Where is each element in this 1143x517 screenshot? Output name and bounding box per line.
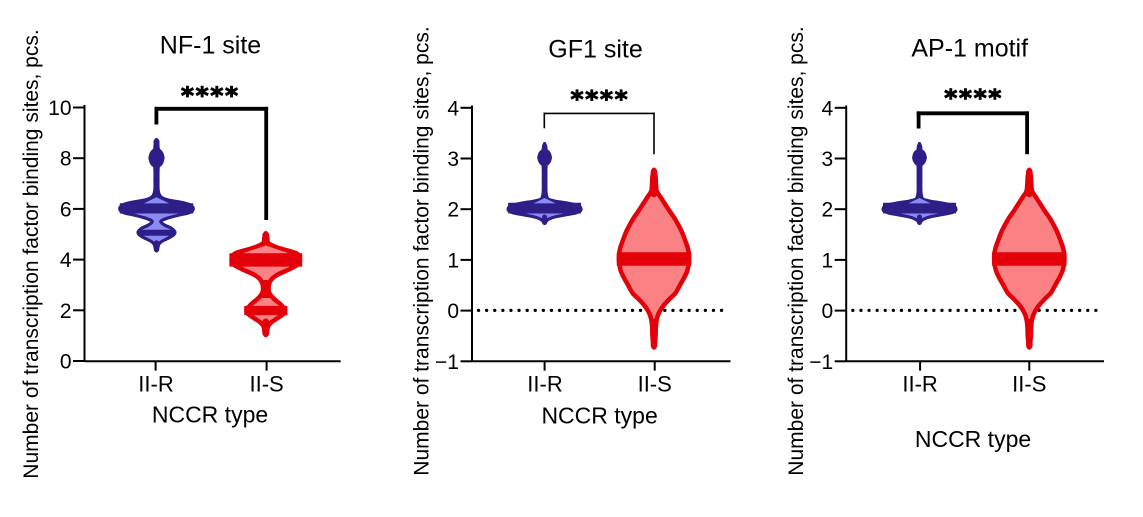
svg-text:II-R: II-R [902, 372, 937, 397]
svg-text:2: 2 [822, 199, 834, 222]
svg-text:II-R: II-R [138, 372, 173, 397]
svg-text:II-S: II-S [1012, 372, 1046, 397]
svg-text:6: 6 [60, 198, 72, 221]
svg-text:−1: −1 [809, 351, 833, 374]
svg-text:3: 3 [447, 148, 459, 171]
svg-text:10: 10 [48, 97, 71, 120]
svg-text:0: 0 [822, 300, 834, 323]
svg-text:4: 4 [60, 249, 72, 272]
svg-text:GF1 site: GF1 site [548, 35, 642, 63]
svg-text:Number of transcription factor: Number of transcription factor binding s… [411, 26, 434, 475]
svg-text:NCCR type: NCCR type [152, 402, 268, 428]
svg-text:II-R: II-R [527, 372, 562, 397]
svg-text:NF-1 site: NF-1 site [160, 32, 261, 60]
svg-text:0: 0 [60, 351, 72, 374]
svg-text:−1: −1 [435, 351, 459, 374]
svg-text:II-S: II-S [249, 372, 283, 397]
svg-text:3: 3 [822, 148, 834, 171]
svg-text:4: 4 [822, 97, 834, 120]
svg-text:0: 0 [447, 300, 459, 323]
svg-text:8: 8 [60, 148, 72, 171]
svg-text:2: 2 [447, 199, 459, 222]
svg-text:1: 1 [447, 249, 459, 272]
svg-text:AP-1 motif: AP-1 motif [911, 35, 1028, 63]
svg-text:Number of transcription factor: Number of transcription factor binding s… [785, 26, 808, 475]
svg-text:1: 1 [822, 249, 834, 272]
svg-text:NCCR type: NCCR type [915, 426, 1031, 452]
svg-text:4: 4 [447, 97, 459, 120]
svg-text:II-S: II-S [638, 372, 672, 397]
svg-text:2: 2 [60, 300, 72, 323]
svg-text:Number of transcription factor: Number of transcription factor binding s… [20, 29, 43, 478]
svg-text:NCCR type: NCCR type [541, 403, 657, 429]
